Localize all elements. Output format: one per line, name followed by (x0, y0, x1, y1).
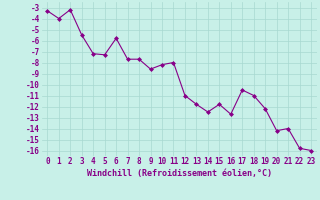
X-axis label: Windchill (Refroidissement éolien,°C): Windchill (Refroidissement éolien,°C) (87, 169, 272, 178)
